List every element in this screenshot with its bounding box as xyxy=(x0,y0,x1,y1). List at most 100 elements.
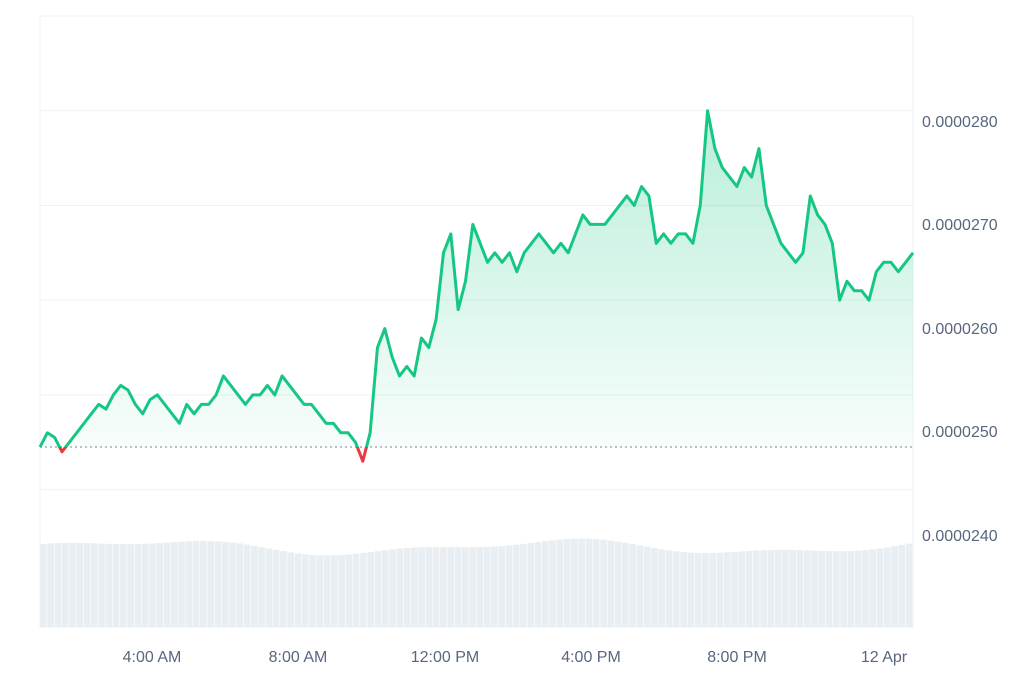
data-point xyxy=(729,176,731,178)
data-point xyxy=(787,252,789,254)
volume-bar xyxy=(352,553,360,627)
data-point xyxy=(340,432,342,434)
data-point xyxy=(193,413,195,415)
volume-bar xyxy=(854,550,862,627)
volume-bar xyxy=(803,550,811,627)
data-point xyxy=(428,347,430,349)
volume-bar xyxy=(694,552,702,627)
data-point xyxy=(765,204,767,206)
x-tick-label: 8:00 PM xyxy=(707,649,767,666)
data-point xyxy=(369,432,371,434)
volume-bar xyxy=(723,552,731,627)
data-point xyxy=(61,451,63,453)
x-tick-label: 12 Apr xyxy=(861,649,908,666)
volume-bar xyxy=(498,546,506,627)
volume-bar xyxy=(200,541,207,627)
y-tick-label: 0.0000260 xyxy=(922,321,998,338)
data-point xyxy=(707,110,709,112)
data-point xyxy=(120,384,122,386)
volume-bar xyxy=(447,546,455,627)
data-point xyxy=(178,422,180,424)
data-point xyxy=(208,403,210,405)
price-area-fill xyxy=(40,110,913,462)
data-point xyxy=(743,167,745,169)
data-point xyxy=(773,223,775,225)
data-point xyxy=(39,446,41,448)
data-point xyxy=(142,413,144,415)
volume-bar xyxy=(170,542,178,627)
data-point xyxy=(134,403,136,405)
volume-bar xyxy=(716,552,724,627)
volume-bar xyxy=(687,552,695,627)
data-point xyxy=(633,204,635,206)
volume-bar xyxy=(898,544,906,627)
data-point xyxy=(751,176,753,178)
volume-bar xyxy=(250,545,258,627)
volume-bar xyxy=(592,539,600,627)
volume-bar xyxy=(76,542,84,627)
data-point xyxy=(523,252,525,254)
volume-bar xyxy=(112,544,120,627)
data-point xyxy=(912,252,914,254)
volume-bar xyxy=(745,550,753,627)
volume-bar xyxy=(54,543,62,627)
data-point xyxy=(252,394,254,396)
data-point xyxy=(391,356,393,358)
volume-bar xyxy=(534,542,542,627)
data-point xyxy=(905,261,907,263)
data-point xyxy=(237,394,239,396)
volume-bar xyxy=(731,551,738,627)
data-point xyxy=(802,252,804,254)
volume-bar xyxy=(323,555,331,627)
volume-bar xyxy=(782,549,789,627)
volume-bar xyxy=(432,546,440,627)
volume-bar xyxy=(738,551,746,627)
data-point xyxy=(516,271,518,273)
volume-bar xyxy=(301,554,309,627)
data-point xyxy=(281,375,283,377)
volume-bar xyxy=(840,551,847,627)
y-tick-label: 0.0000250 xyxy=(922,424,998,441)
volume-bars xyxy=(40,538,913,627)
data-point xyxy=(604,223,606,225)
volume-bar xyxy=(207,541,215,627)
data-point xyxy=(736,186,738,188)
data-point xyxy=(406,365,408,367)
volume-bar xyxy=(709,552,716,627)
volume-bar xyxy=(702,552,709,627)
data-point xyxy=(457,309,459,311)
data-point xyxy=(83,422,85,424)
volume-bar xyxy=(214,541,222,627)
volume-bar xyxy=(316,555,324,627)
x-tick-label: 4:00 AM xyxy=(123,649,182,666)
volume-bar xyxy=(178,541,185,627)
volume-bar xyxy=(614,541,622,627)
x-tick-label: 4:00 PM xyxy=(561,649,621,666)
data-point xyxy=(831,242,833,244)
volume-bar xyxy=(265,548,273,627)
data-point xyxy=(853,290,855,292)
volume-bar xyxy=(134,544,142,627)
volume-bar xyxy=(789,549,797,627)
volume-bar xyxy=(185,541,193,627)
volume-bar xyxy=(221,541,229,627)
data-point xyxy=(531,242,533,244)
price-line-up xyxy=(38,109,915,448)
volume-bar xyxy=(425,546,433,627)
data-point xyxy=(817,214,819,216)
data-point xyxy=(538,233,540,235)
data-point xyxy=(325,422,327,424)
data-point xyxy=(553,252,555,254)
data-point xyxy=(839,299,841,301)
volume-bar xyxy=(585,538,593,627)
data-point xyxy=(200,403,202,405)
volume-bar xyxy=(622,542,629,627)
volume-bar xyxy=(832,551,840,627)
data-point xyxy=(714,148,716,150)
data-point xyxy=(318,413,320,415)
data-point xyxy=(560,242,562,244)
data-point xyxy=(487,261,489,263)
data-point xyxy=(76,432,78,434)
y-tick-label: 0.0000240 xyxy=(922,528,998,545)
volume-bar xyxy=(192,541,200,627)
